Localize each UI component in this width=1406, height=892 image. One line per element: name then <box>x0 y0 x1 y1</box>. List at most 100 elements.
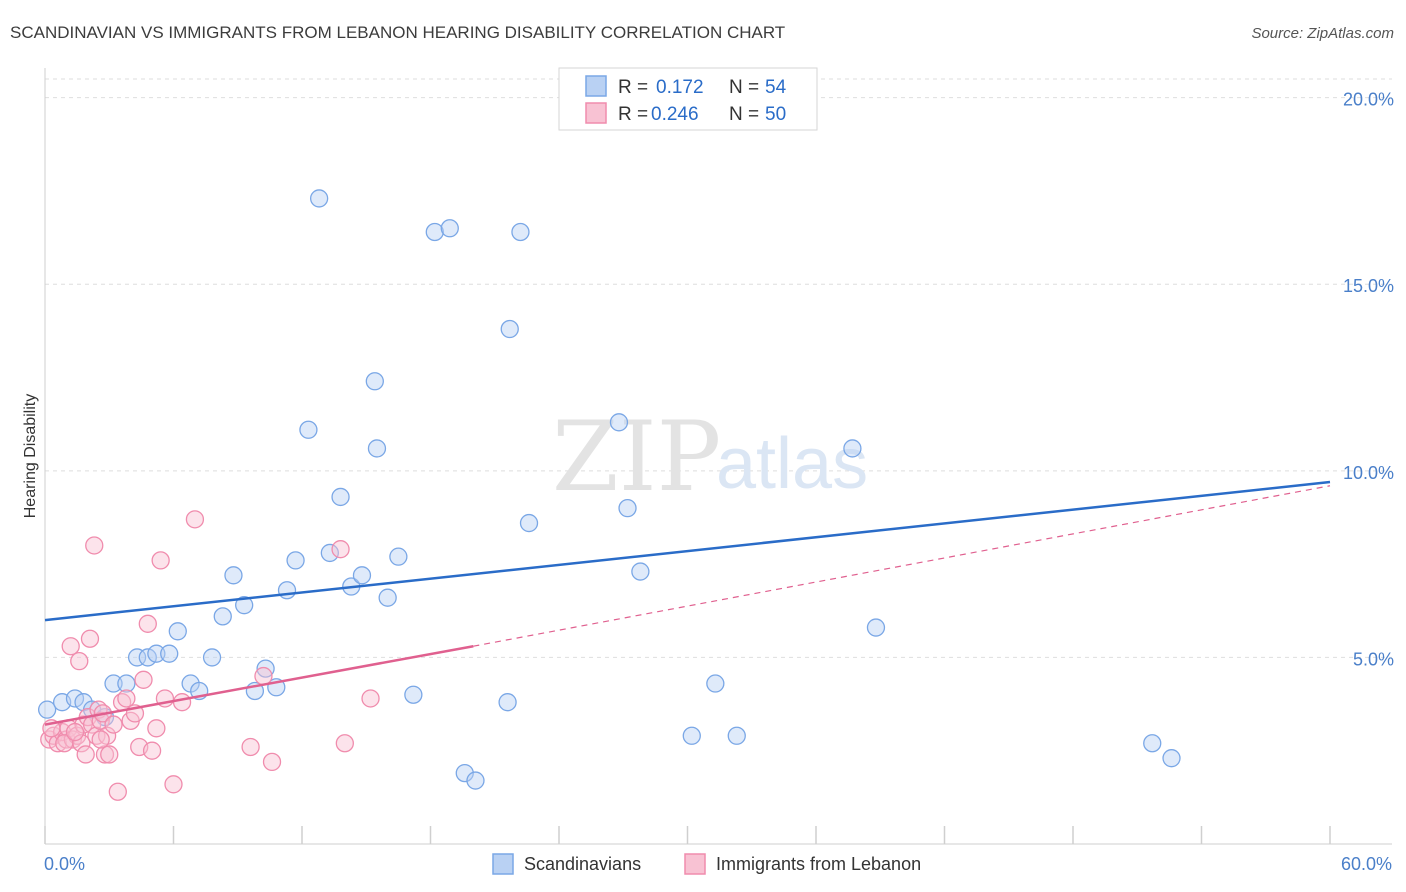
point-scandinavians-16 <box>213 607 232 626</box>
point-scandinavians-32 <box>378 588 397 607</box>
point-scandinavians-31 <box>367 439 387 458</box>
legend-r-label-1: R = <box>618 77 648 98</box>
trend-lines <box>44 480 1331 726</box>
point-scandinavians-41 <box>511 222 530 242</box>
point-lebanon-39 <box>185 510 205 529</box>
legend-n-label-1: N = <box>729 77 759 98</box>
point-scandinavians-47 <box>706 674 725 693</box>
x-tick-label-min: 0.0% <box>44 854 85 874</box>
point-scandinavians-10 <box>147 644 166 663</box>
point-lebanon-25 <box>108 782 127 801</box>
point-scandinavians-51 <box>866 618 886 637</box>
y-tick-labels: 5.0% 10.0% 15.0% 20.0% <box>1343 90 1394 670</box>
bottom-legend-label-lebanon: Immigrants from Lebanon <box>716 854 921 874</box>
legend-r-label-2: R = <box>618 104 648 125</box>
point-scandinavians-36 <box>440 219 459 238</box>
point-lebanon-45 <box>361 689 380 708</box>
y-tick-label-1: 10.0% <box>1343 463 1394 483</box>
point-scandinavians-26 <box>320 543 339 563</box>
legend-n-value-1: 54 <box>765 77 787 98</box>
point-lebanon-31 <box>134 670 153 689</box>
point-scandinavians-7 <box>117 674 136 693</box>
point-lebanon-44 <box>335 734 354 753</box>
point-scandinavians-6 <box>104 674 123 693</box>
point-scandinavians-29 <box>352 566 372 585</box>
chart-source: Source: ZipAtlas.com <box>1251 25 1394 42</box>
point-lebanon-14 <box>80 629 100 648</box>
legend-swatch-lebanon <box>585 102 607 124</box>
point-scandinavians-24 <box>299 420 318 439</box>
point-lebanon-12 <box>76 745 95 764</box>
point-scandinavians-23 <box>286 551 305 570</box>
point-scandinavians-53 <box>1162 749 1181 768</box>
point-scandinavians-25 <box>309 189 329 208</box>
watermark-atlas: atlas <box>716 424 868 504</box>
point-lebanon-34 <box>147 719 166 738</box>
point-scandinavians-20 <box>256 659 275 678</box>
point-scandinavians-46 <box>682 726 701 745</box>
point-scandinavians-22 <box>277 581 297 600</box>
point-scandinavians-18 <box>235 596 254 615</box>
scatter-points <box>37 88 1181 801</box>
point-scandinavians-37 <box>455 763 474 783</box>
point-lebanon-49 <box>91 730 110 749</box>
trend-line-lebanon <box>44 644 474 726</box>
point-scandinavians-8 <box>127 648 147 667</box>
point-lebanon-48 <box>65 722 85 742</box>
y-axis-label: Hearing Disability <box>22 394 39 519</box>
legend-swatch-scandinavians <box>585 75 607 97</box>
bottom-legend-swatch-scandinavians <box>492 853 514 875</box>
y-tick-label-2: 15.0% <box>1343 276 1394 296</box>
point-scandinavians-38 <box>466 771 485 790</box>
point-lebanon-42 <box>262 752 282 772</box>
bottom-legend: Scandinavians Immigrants from Lebanon <box>492 853 921 875</box>
point-lebanon-38 <box>172 693 192 712</box>
point-scandinavians-27 <box>331 487 350 507</box>
legend-r-value-1: 0.172 <box>656 77 704 98</box>
point-lebanon-43 <box>331 540 350 559</box>
x-tick-label-max: 60.0% <box>1341 854 1392 874</box>
gridlines <box>45 78 1392 658</box>
point-lebanon-37 <box>164 775 183 794</box>
point-scandinavians-39 <box>498 693 517 712</box>
chart-title: SCANDINAVIAN VS IMMIGRANTS FROM LEBANON … <box>10 23 785 42</box>
point-lebanon-33 <box>142 741 162 760</box>
point-lebanon-24 <box>104 715 123 734</box>
bottom-legend-label-scandinavians: Scandinavians <box>524 854 641 874</box>
legend-box: R = 0.172 N = 54 R = 0.246 N = 50 <box>558 67 818 131</box>
point-lebanon-35 <box>151 551 170 570</box>
point-lebanon-27 <box>117 689 136 708</box>
point-lebanon-47 <box>55 734 74 753</box>
point-scandinavians-50 <box>843 439 862 458</box>
legend-n-value-2: 50 <box>765 104 786 125</box>
point-scandinavians-15 <box>202 648 222 667</box>
point-lebanon-21 <box>95 745 115 764</box>
point-scandinavians-0 <box>37 700 57 719</box>
point-scandinavians-30 <box>365 372 384 391</box>
point-lebanon-6 <box>61 637 80 656</box>
point-scandinavians-52 <box>1143 734 1162 753</box>
point-scandinavians-35 <box>425 222 444 242</box>
point-lebanon-23 <box>100 745 119 764</box>
bottom-legend-swatch-lebanon <box>684 853 706 875</box>
point-lebanon-9 <box>70 651 89 671</box>
point-scandinavians-17 <box>224 566 243 585</box>
watermark: ZIP atlas <box>552 401 868 513</box>
point-lebanon-16 <box>85 536 104 555</box>
point-scandinavians-11 <box>160 644 179 663</box>
point-scandinavians-45 <box>631 562 650 581</box>
y-tick-label-0: 5.0% <box>1353 649 1394 669</box>
point-lebanon-40 <box>241 737 260 757</box>
trend-line-extension-lebanon <box>473 485 1331 647</box>
point-scandinavians-42 <box>519 513 539 533</box>
point-scandinavians-12 <box>168 622 187 641</box>
point-scandinavians-33 <box>389 547 408 566</box>
watermark-zip: ZIP <box>552 401 721 513</box>
trend-line-scandinavians <box>44 480 1331 622</box>
point-scandinavians-43 <box>609 413 629 432</box>
legend-n-label-2: N = <box>729 104 759 125</box>
point-lebanon-41 <box>254 666 273 686</box>
legend-r-value-2: 0.246 <box>651 104 699 125</box>
point-scandinavians-44 <box>618 498 637 518</box>
